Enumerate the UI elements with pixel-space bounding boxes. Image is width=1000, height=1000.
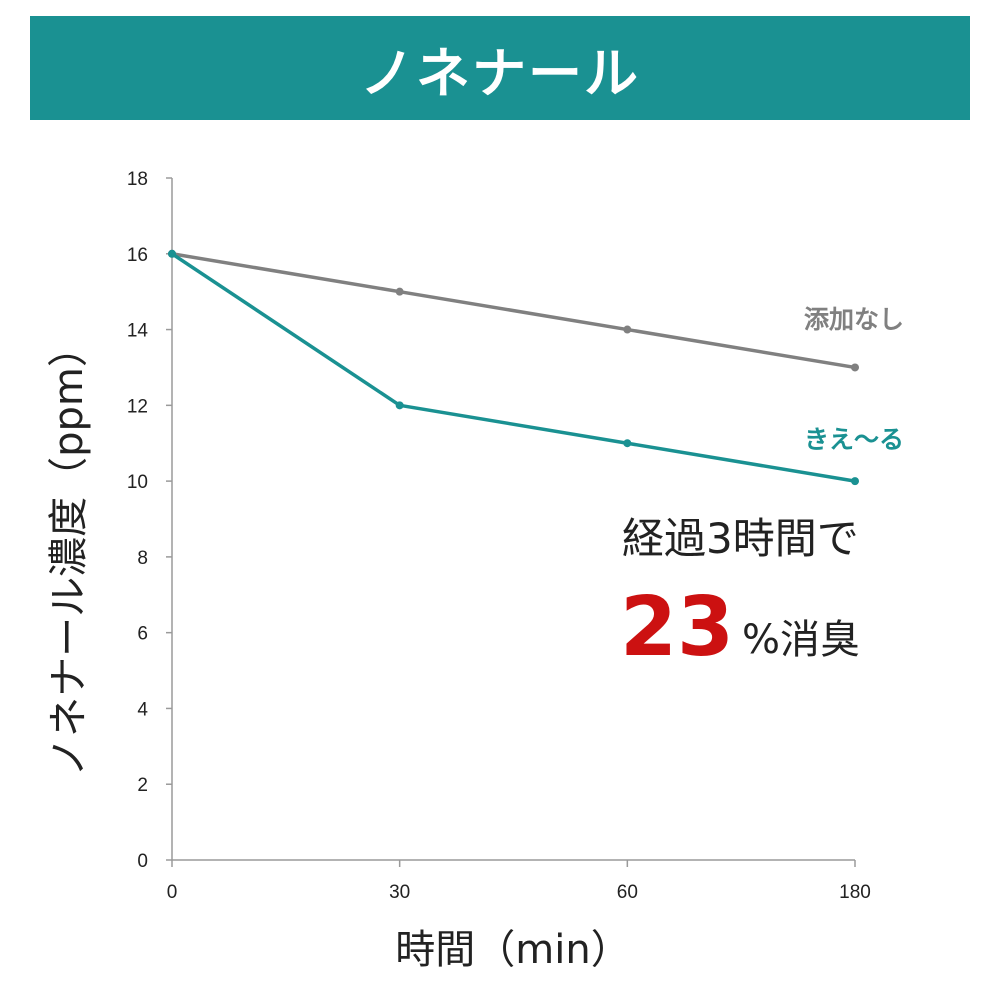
series-line-0 bbox=[171, 252, 856, 370]
y-tick-label: 4 bbox=[137, 699, 148, 720]
title-banner: ノネナール bbox=[30, 16, 970, 120]
y-tick-label: 6 bbox=[137, 624, 148, 645]
y-axis-label: ノネナール濃度（ppm） bbox=[46, 327, 92, 777]
chart-series bbox=[168, 249, 859, 486]
y-tick-label: 8 bbox=[137, 548, 148, 569]
data-point bbox=[623, 439, 632, 448]
y-tick-label: 10 bbox=[127, 472, 148, 493]
y-tick-label: 12 bbox=[127, 396, 148, 417]
data-point bbox=[168, 249, 176, 258]
chart-axes bbox=[171, 178, 855, 861]
y-tick-label: 14 bbox=[127, 321, 149, 342]
y-tick-label: 16 bbox=[127, 245, 148, 266]
page-title: ノネナール bbox=[360, 41, 640, 105]
x-tick-label: 30 bbox=[389, 882, 410, 903]
data-point bbox=[851, 363, 859, 372]
x-axis-label: 時間（min） bbox=[395, 927, 630, 973]
x-tick-label: 60 bbox=[617, 882, 638, 903]
data-point bbox=[395, 287, 404, 296]
series-label-control: 添加なし bbox=[804, 305, 904, 334]
x-tick-label: 180 bbox=[839, 882, 871, 903]
y-tick-label: 0 bbox=[137, 851, 148, 872]
x-tick-label: 0 bbox=[167, 882, 178, 903]
data-point bbox=[623, 325, 632, 334]
data-point bbox=[395, 401, 404, 410]
series-label-treated: きえ〜る bbox=[804, 425, 904, 454]
annotation-elapsed: 経過3時間で bbox=[622, 514, 859, 563]
y-axis-ticks: 0 2 4 6 8 10 12 14 16 18 bbox=[127, 169, 172, 872]
y-tick-label: 18 bbox=[127, 169, 148, 190]
x-axis-ticks: 0 30 60 180 bbox=[167, 860, 871, 903]
annotation-value: 23 bbox=[620, 580, 734, 675]
annotation-suffix: %消臭 bbox=[742, 617, 860, 663]
y-tick-label: 2 bbox=[137, 775, 148, 796]
series-line-1 bbox=[171, 252, 856, 483]
data-point bbox=[851, 477, 859, 486]
